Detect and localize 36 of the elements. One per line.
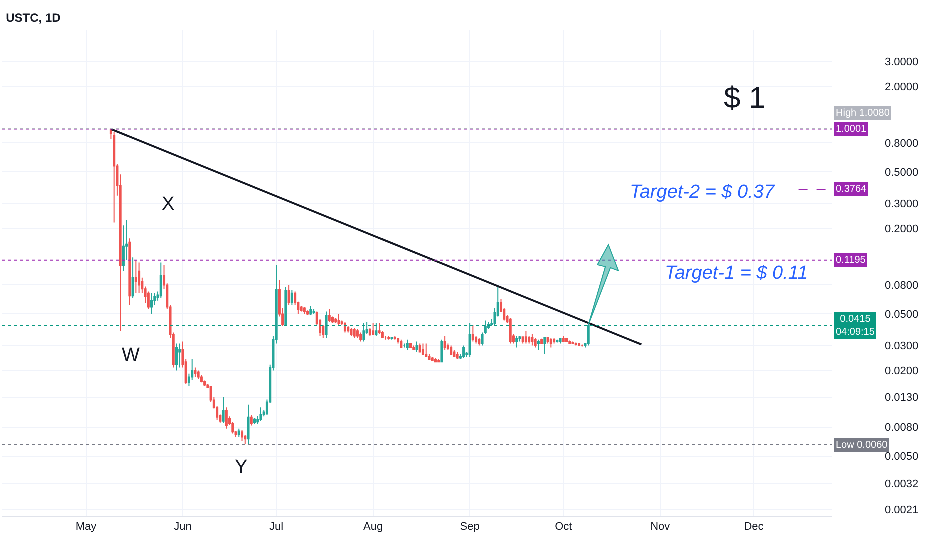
- y-tick-label: 0.0800: [885, 280, 919, 292]
- x-tick-label: Jul: [270, 521, 284, 534]
- x-tick-label: Jun: [174, 521, 192, 534]
- ref-line-label: High 1.0080: [836, 108, 890, 119]
- x-tick-label: Oct: [555, 521, 572, 534]
- y-tick-label: 0.3000: [885, 198, 919, 210]
- ref-line-label: Low 0.0060: [836, 440, 888, 451]
- x-tick-label: Aug: [364, 521, 384, 534]
- annotation: Target-2 = $ 0.37: [630, 182, 776, 203]
- y-tick-label: 2.0000: [885, 81, 919, 94]
- y-tick-label: 0.5000: [885, 166, 919, 179]
- ref-line-label: 0.3764: [836, 184, 868, 195]
- chart-title: USTC, 1D: [6, 11, 62, 26]
- x-tick-label: May: [76, 521, 98, 534]
- annotation: X: [162, 194, 175, 215]
- y-tick-label: 0.2000: [885, 223, 919, 236]
- y-tick-label: 0.0021: [885, 504, 919, 517]
- x-tick-label: Dec: [744, 521, 764, 534]
- annotation: W: [122, 345, 140, 366]
- y-tick-label: 0.0080: [885, 422, 919, 434]
- y-tick-label: 0.0050: [885, 451, 919, 464]
- annotation: Y: [235, 457, 248, 478]
- ref-line-label: 1.0001: [836, 124, 868, 135]
- x-tick-label: Nov: [650, 521, 671, 534]
- y-tick-label: 0.0500: [885, 309, 919, 322]
- y-tick-label: 0.0300: [885, 340, 919, 353]
- y-tick-label: 0.0130: [885, 392, 919, 404]
- x-tick-label: Sep: [460, 521, 480, 534]
- y-tick-label: 0.0032: [885, 478, 919, 491]
- y-tick-label: 3.0000: [885, 56, 919, 68]
- annotation: $ 1: [724, 82, 766, 115]
- y-tick-label: 0.8000: [885, 138, 919, 150]
- ref-line-label: 0.0415 04:09:15: [836, 314, 876, 338]
- annotation: Target-1 = $ 0.11: [665, 263, 808, 284]
- ref-line-label: 0.1195: [836, 255, 866, 266]
- y-tick-label: 0.0200: [885, 366, 919, 378]
